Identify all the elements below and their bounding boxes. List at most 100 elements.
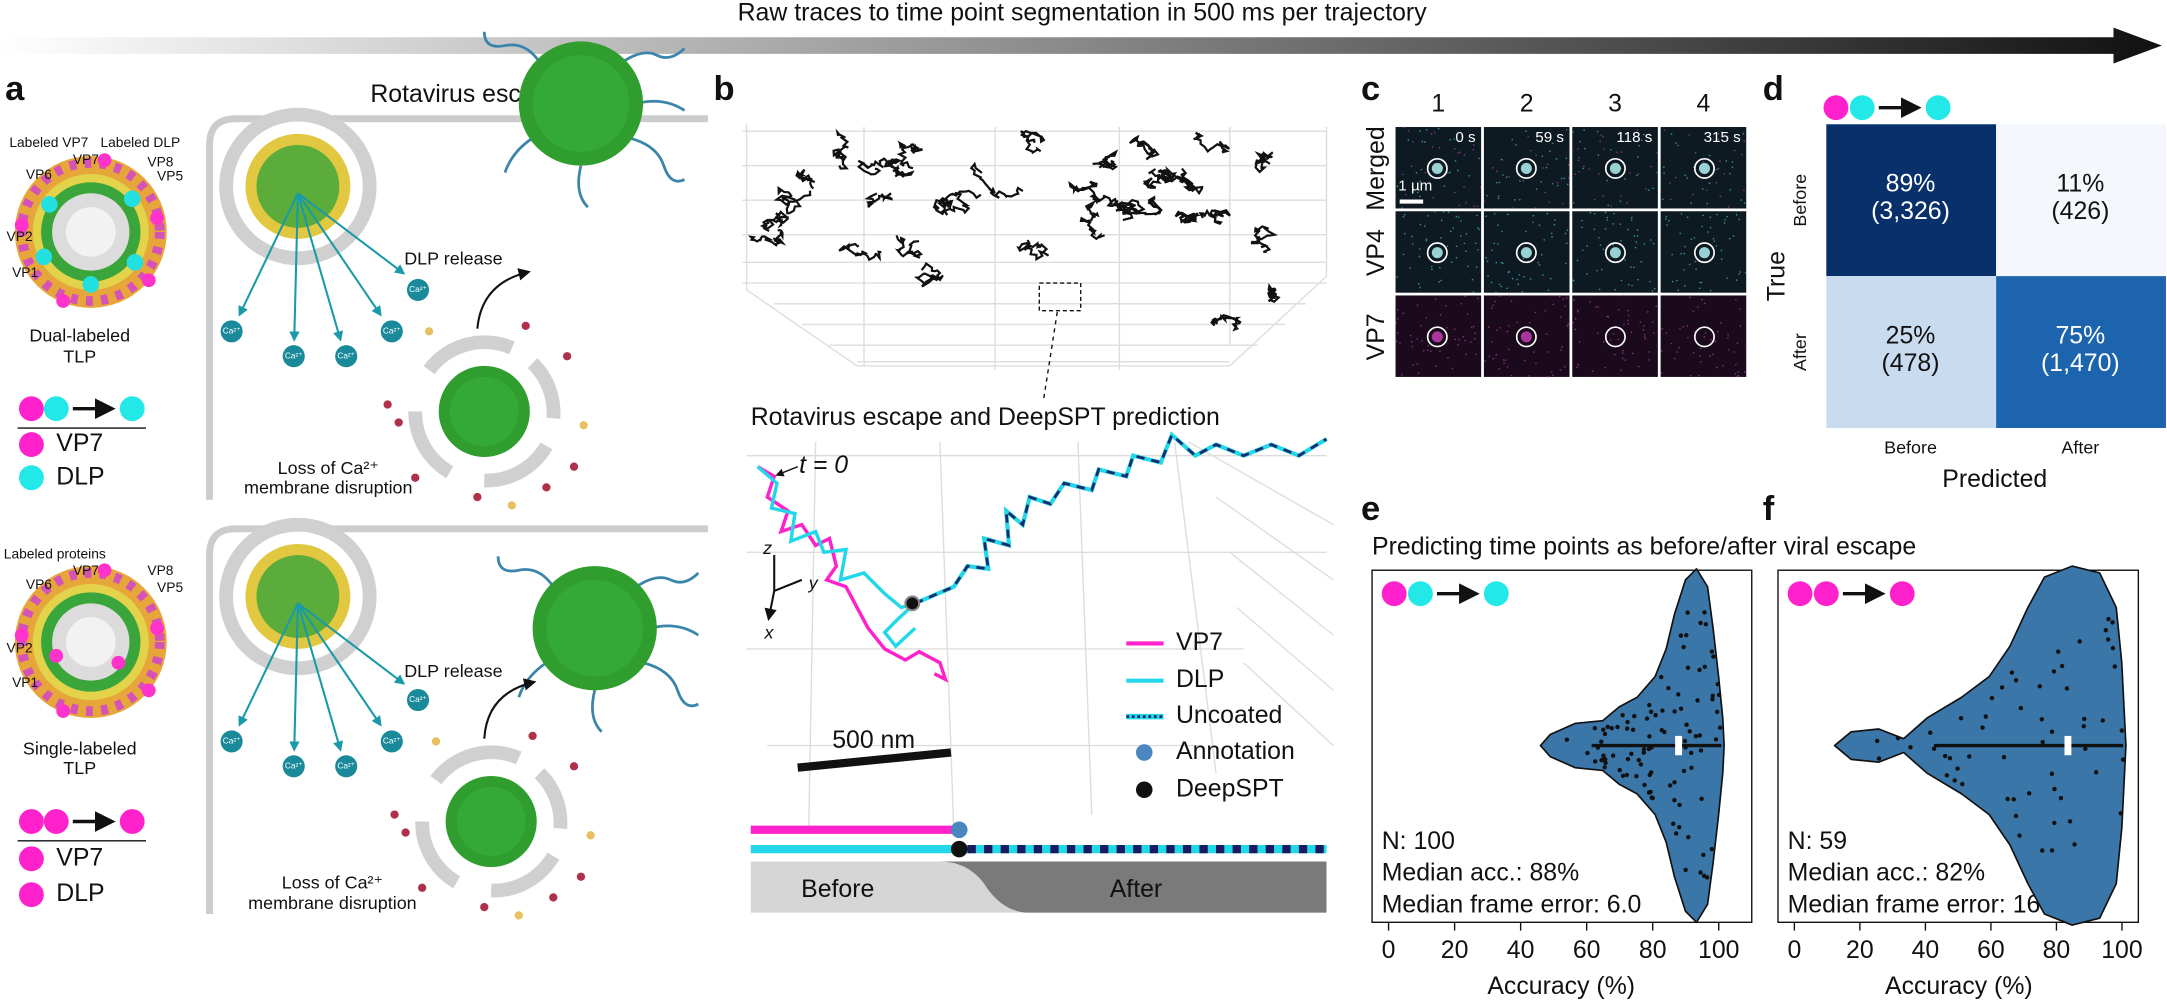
noise: [1702, 214, 1704, 217]
ion-arrow: [297, 602, 382, 727]
point: [1677, 802, 1682, 808]
noise: [1582, 249, 1584, 251]
noise: [1549, 277, 1552, 280]
trajectory: [1210, 313, 1242, 332]
noise: [1607, 204, 1610, 207]
row-label: Before: [1790, 174, 1810, 227]
noise: [1463, 242, 1466, 245]
point: [1672, 798, 1677, 803]
noise: [1706, 231, 1709, 233]
noise: [1535, 154, 1537, 157]
noise: [1447, 172, 1449, 174]
legend-label: DLP: [56, 463, 104, 490]
noise: [1437, 127, 1440, 130]
cell-percent: 89%: [1886, 171, 1936, 198]
image-bg: [1660, 295, 1747, 377]
x-tick-label: 0: [1787, 937, 1801, 964]
noise: [1616, 151, 1618, 153]
noise: [1739, 308, 1741, 310]
noise: [1698, 287, 1701, 290]
matrix-cell: [1826, 276, 1997, 429]
noise: [1563, 177, 1566, 180]
noise: [1532, 351, 1535, 353]
spot: [1431, 247, 1443, 259]
noise: [1709, 226, 1712, 229]
point: [2052, 786, 2057, 792]
point: [1687, 729, 1692, 734]
noise: [1617, 338, 1620, 341]
noise: [1501, 262, 1504, 265]
point: [1931, 746, 1937, 751]
legend-label: VP7: [56, 844, 103, 871]
noise: [1735, 214, 1738, 216]
noise: [1577, 159, 1580, 162]
ion: [406, 278, 430, 301]
noise: [1469, 341, 1472, 343]
stat: N: 59: [1788, 828, 1847, 855]
noise: [1472, 148, 1475, 151]
noise: [1583, 165, 1585, 168]
noise: [1455, 256, 1458, 259]
point: [1685, 610, 1690, 615]
noise: [1581, 226, 1583, 229]
point: [2064, 686, 2070, 691]
noise: [1476, 227, 1479, 229]
spot: [1431, 162, 1443, 174]
point: [1702, 610, 1707, 615]
noise: [1545, 166, 1548, 169]
noise: [1731, 161, 1734, 163]
noise: [1541, 155, 1544, 158]
noise: [1602, 195, 1605, 197]
noise: [1535, 362, 1537, 365]
point: [2058, 795, 2064, 801]
noise: [1465, 353, 1467, 356]
noise: [1476, 205, 1479, 208]
noise: [1614, 288, 1617, 291]
noise: [1540, 253, 1543, 256]
noise: [1677, 144, 1679, 147]
noise: [1704, 332, 1707, 334]
micrograph: [1395, 126, 1482, 209]
point: [1955, 766, 1960, 771]
noise: [1593, 198, 1596, 201]
noise: [1725, 160, 1728, 162]
noise: [1484, 359, 1486, 362]
noise: [1584, 147, 1586, 150]
panel-b: b Rotavirus escape and DeepSPT predictio…: [713, 70, 1334, 913]
noise: [1495, 181, 1498, 184]
time-label: 315 s: [1704, 129, 1742, 146]
noise: [1538, 224, 1541, 226]
point: [2103, 627, 2109, 633]
noise: [1506, 330, 1509, 333]
particle-name: Dual-labeled: [29, 326, 130, 346]
noise: [1637, 173, 1640, 175]
point: [2001, 754, 2007, 760]
noise: [1732, 235, 1735, 237]
noise: [1498, 181, 1501, 184]
noise: [1665, 215, 1668, 218]
spot: [1698, 162, 1710, 174]
noise: [1505, 176, 1508, 179]
point: [2110, 645, 2116, 651]
noise: [1425, 239, 1428, 242]
noise: [1734, 372, 1737, 375]
noise: [1602, 248, 1605, 251]
point: [2013, 678, 2019, 683]
point: [1620, 712, 1625, 718]
noise: [1567, 323, 1570, 325]
noise: [1565, 262, 1567, 265]
noise: [1589, 211, 1592, 214]
x-label: Accuracy (%): [1487, 973, 1635, 1000]
noise: [1460, 235, 1462, 237]
noise: [1595, 306, 1597, 308]
panel-c: c Merged VP4 VP7 1 2 3 4 0 s 59 s 118 s 315 s 1 …: [1361, 70, 1747, 378]
noise: [1466, 313, 1469, 316]
noise: [1498, 367, 1500, 370]
noise: [1589, 300, 1592, 303]
noise: [1663, 166, 1665, 168]
noise: [1723, 222, 1726, 224]
noise: [1503, 362, 1505, 364]
roi: [1693, 326, 1715, 348]
noise: [1714, 340, 1717, 343]
noise: [1430, 265, 1433, 268]
